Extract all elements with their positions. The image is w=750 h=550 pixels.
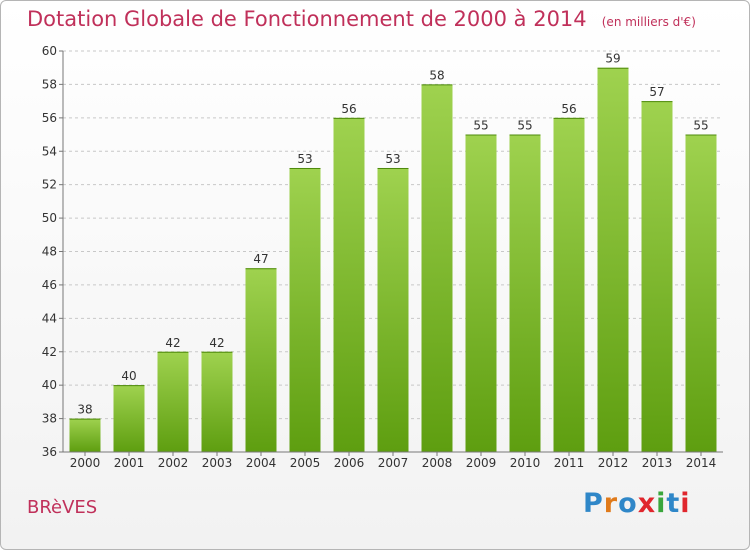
logo-letter: x <box>637 488 657 519</box>
x-tick-label: 2002 <box>158 456 189 470</box>
bar <box>465 134 497 452</box>
bar-value-label: 55 <box>517 119 532 133</box>
logo-letter: o <box>618 488 638 519</box>
bar <box>157 351 189 452</box>
y-tick-label: 60 <box>42 44 57 58</box>
bar-value-label: 56 <box>561 102 576 116</box>
bar <box>509 134 541 452</box>
bar-value-label: 58 <box>429 68 444 82</box>
bar <box>333 117 365 452</box>
logo-letter: t <box>666 488 681 519</box>
x-tick-label: 2013 <box>642 456 673 470</box>
x-tick-label: 2008 <box>422 456 453 470</box>
y-tick-label: 54 <box>42 144 57 158</box>
bar-value-label: 55 <box>693 119 708 133</box>
y-tick-label: 56 <box>42 111 57 125</box>
y-tick-label: 38 <box>42 412 57 426</box>
x-tick-label: 2006 <box>334 456 365 470</box>
x-tick-label: 2004 <box>246 456 277 470</box>
bar-value-label: 53 <box>297 152 312 166</box>
y-tick-label: 36 <box>42 445 57 459</box>
x-tick-label: 2014 <box>686 456 717 470</box>
x-tick-label: 2012 <box>598 456 629 470</box>
commune-name: BRèVES <box>27 497 98 518</box>
proxiti-logo: Proxiti <box>583 488 691 519</box>
x-tick-label: 2009 <box>466 456 497 470</box>
bar <box>377 167 409 453</box>
bar <box>69 418 101 452</box>
logo-letter: i <box>656 488 667 519</box>
bar-value-label: 47 <box>253 252 268 266</box>
chart-title: Dotation Globale de Fonctionnement de 20… <box>27 7 587 31</box>
bar-value-label: 42 <box>209 336 224 350</box>
bar-value-label: 56 <box>341 102 356 116</box>
bar <box>421 84 453 453</box>
bar <box>201 351 233 452</box>
bar <box>597 67 629 452</box>
x-tick-label: 2001 <box>114 456 145 470</box>
bar-value-label: 40 <box>121 369 136 383</box>
logo-letter: r <box>603 488 619 519</box>
y-tick-label: 52 <box>42 178 57 192</box>
x-tick-label: 2007 <box>378 456 409 470</box>
x-tick-label: 2011 <box>554 456 585 470</box>
labels: 36 38 40 42 44 46 48 50 52 54 56 58 60 38 2000 40 2001 42… <box>42 44 717 470</box>
bar <box>245 268 277 452</box>
chart-subtitle: (en milliers d'€) <box>601 15 696 29</box>
y-tick-label: 50 <box>42 211 57 225</box>
y-tick-label: 48 <box>42 245 57 259</box>
x-tick-label: 2003 <box>202 456 233 470</box>
bar <box>685 134 717 452</box>
logo-letter: P <box>583 488 604 519</box>
y-tick-label: 42 <box>42 345 57 359</box>
bar-value-label: 57 <box>649 85 664 99</box>
bar <box>289 167 321 453</box>
x-tick-label: 2000 <box>70 456 101 470</box>
bar <box>641 101 673 452</box>
bar-value-label: 53 <box>385 152 400 166</box>
bar-value-label: 59 <box>605 52 620 66</box>
logo-letter: i <box>680 488 691 519</box>
y-tick-label: 46 <box>42 278 57 292</box>
bar-value-label: 42 <box>165 336 180 350</box>
x-tick-label: 2005 <box>290 456 321 470</box>
y-tick-label: 44 <box>42 311 57 325</box>
bars <box>69 67 717 453</box>
bar-value-label: 38 <box>77 403 92 417</box>
x-tick-label: 2010 <box>510 456 541 470</box>
bar-value-label: 55 <box>473 119 488 133</box>
y-tick-label: 40 <box>42 378 57 392</box>
y-tick-label: 58 <box>42 77 57 91</box>
axes <box>59 50 723 456</box>
bar <box>553 117 585 452</box>
bar <box>113 385 145 452</box>
chart-title-block: Dotation Globale de Fonctionnement de 20… <box>27 7 696 31</box>
